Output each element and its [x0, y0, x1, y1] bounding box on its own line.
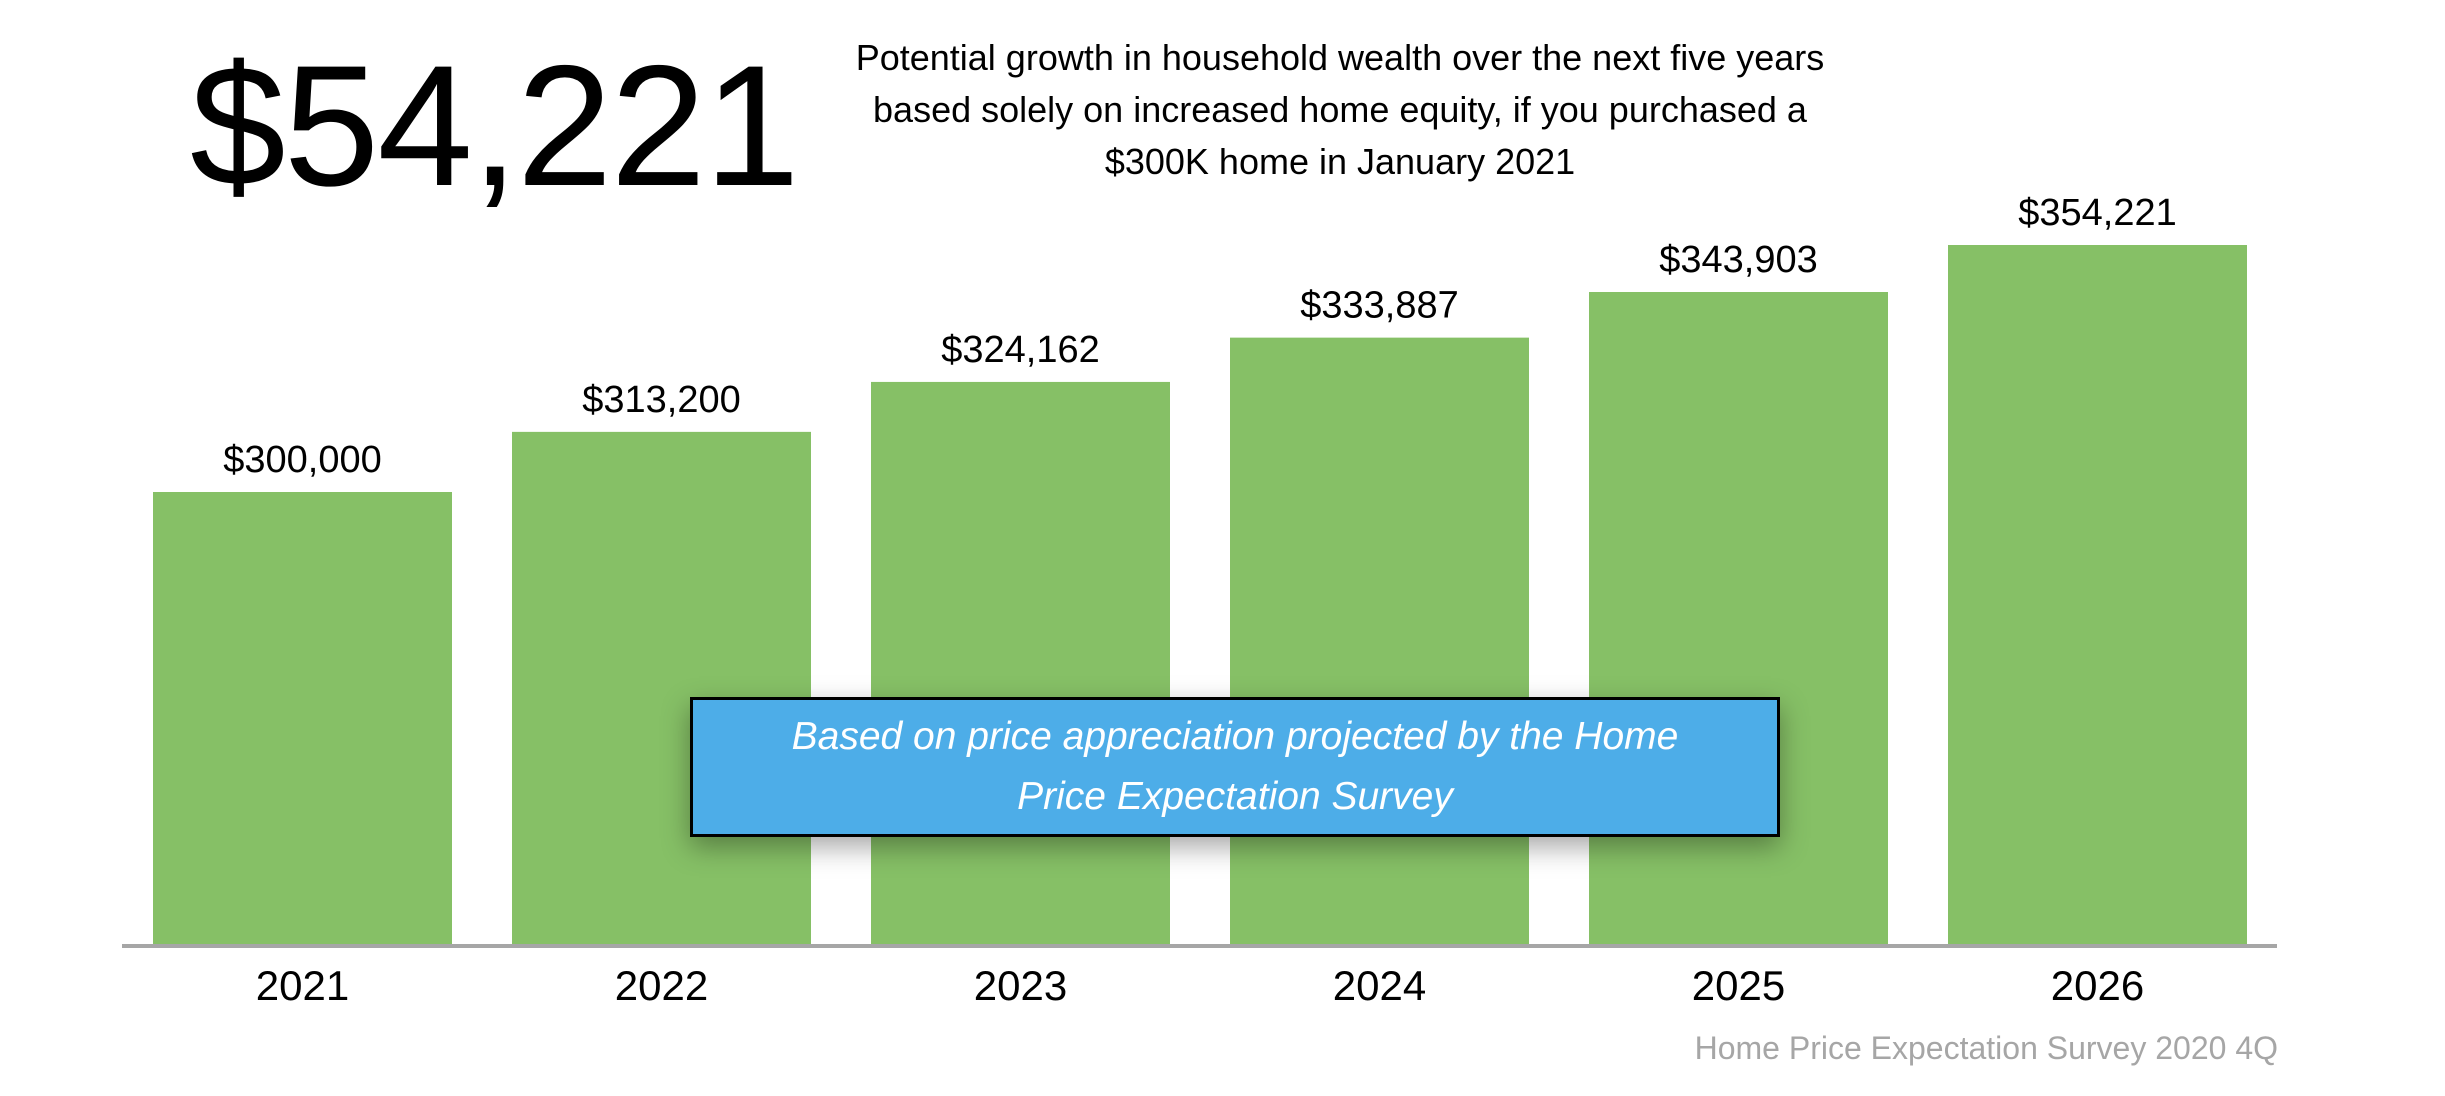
source-note: Home Price Expectation Survey 2020 4Q	[1694, 1030, 2278, 1066]
bar-2025	[1589, 292, 1888, 945]
bar-value-label-2021: $300,000	[223, 439, 382, 481]
bar-2023	[871, 381, 1170, 945]
x-tick-label-2023: 2023	[974, 962, 1067, 1009]
bar-value-label-2024: $333,887	[1300, 285, 1459, 327]
bar-2021	[153, 492, 452, 945]
bar-value-label-2025: $343,903	[1659, 239, 1818, 281]
headline-value: $54,221	[190, 30, 800, 222]
x-tick-label-2021: 2021	[256, 962, 349, 1009]
bar-2024	[1230, 337, 1529, 945]
chart-title: Potential growth in household wealth ove…	[855, 37, 1825, 182]
survey-callout-box: Based on price appreciation projected by…	[690, 697, 1780, 837]
x-tick-label-2025: 2025	[1692, 962, 1785, 1009]
bar-2022	[512, 431, 811, 946]
bar-2026	[1948, 245, 2247, 945]
survey-callout-text: Based on price appreciation projected by…	[791, 715, 1679, 818]
x-tick-label-2022: 2022	[615, 962, 708, 1009]
bar-value-label-2022: $313,200	[582, 379, 741, 421]
x-tick-label-2024: 2024	[1333, 962, 1426, 1009]
bar-value-label-2026: $354,221	[2018, 192, 2177, 234]
bar-value-label-2023: $324,162	[941, 329, 1100, 371]
x-tick-label-2026: 2026	[2051, 962, 2144, 1009]
